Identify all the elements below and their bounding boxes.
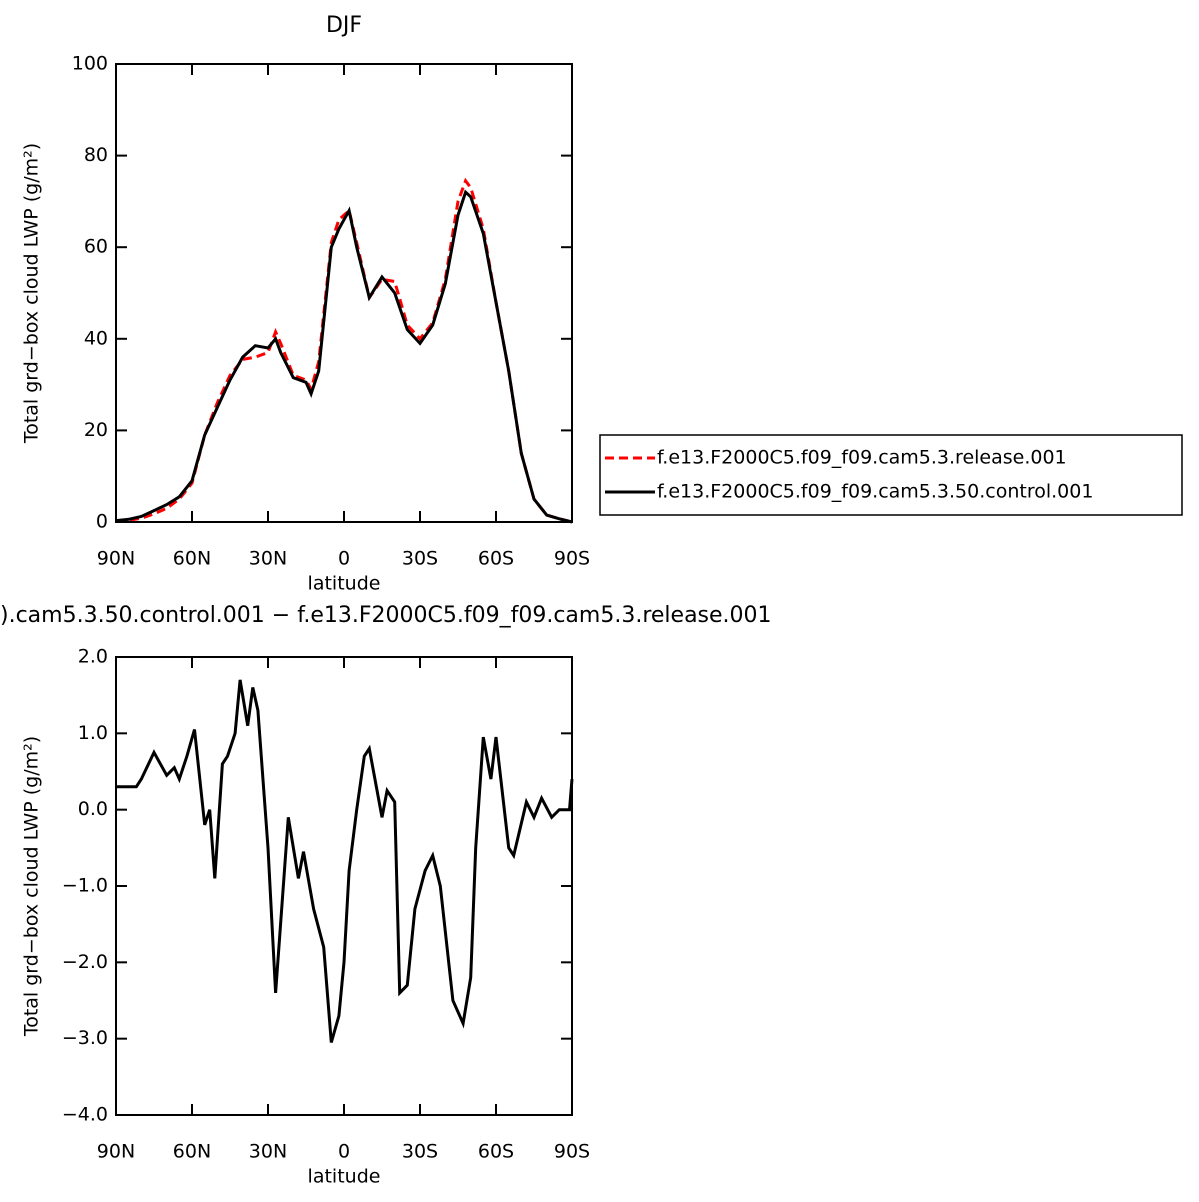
y-tick-label: 80 — [84, 144, 108, 166]
plot-frame — [115, 63, 573, 523]
data-line — [115, 189, 573, 524]
y-tick-label: 0.0 — [78, 798, 108, 820]
x-tick-label: 30N — [249, 1141, 287, 1163]
y-tick-label: −3.0 — [62, 1027, 108, 1049]
chart-title: ).cam5.3.50.control.001 − f.e13.F2000C5.… — [0, 603, 772, 628]
x-tick-label: 0 — [338, 1141, 350, 1163]
y-tick-label: −2.0 — [62, 951, 108, 973]
x-tick-label: 30S — [402, 1141, 438, 1163]
y-tick-label: −1.0 — [62, 875, 108, 897]
y-tick-label: 60 — [84, 236, 108, 258]
legend-label: f.e13.F2000C5.f09_f09.cam5.3.release.001 — [657, 447, 1067, 469]
x-tick-label: 60N — [173, 548, 211, 570]
x-tick-label: 60S — [478, 1141, 514, 1163]
x-tick-label: 30S — [402, 548, 438, 570]
x-tick-label: 90N — [97, 1141, 135, 1163]
y-tick-label: 40 — [84, 327, 108, 349]
x-axis-label: latitude — [308, 573, 381, 595]
x-tick-label: 0 — [338, 548, 350, 570]
y-tick-label: 0 — [96, 511, 108, 533]
legend-box — [599, 434, 1183, 516]
y-tick-label: 20 — [84, 419, 108, 441]
legend-label: f.e13.F2000C5.f09_f09.cam5.3.50.control.… — [657, 481, 1093, 503]
data-line — [116, 679, 574, 1043]
y-tick-label: 2.0 — [78, 646, 108, 668]
x-tick-label: 90S — [554, 1141, 590, 1163]
x-axis-label: latitude — [308, 1166, 381, 1188]
x-tick-label: 30N — [249, 548, 287, 570]
x-tick-label: 90S — [554, 548, 590, 570]
x-tick-label: 60N — [173, 1141, 211, 1163]
y-axis-label: Total grd−box cloud LWP (g/m²) — [21, 736, 43, 1037]
y-tick-label: 100 — [72, 53, 108, 75]
x-tick-label: 60S — [478, 548, 514, 570]
y-tick-label: 1.0 — [78, 722, 108, 744]
chart-title: DJF — [326, 13, 362, 38]
x-tick-label: 90N — [97, 548, 135, 570]
y-axis-label: Total grd−box cloud LWP (g/m²) — [21, 143, 43, 444]
plot-frame — [115, 656, 573, 1116]
y-tick-label: −4.0 — [62, 1104, 108, 1126]
